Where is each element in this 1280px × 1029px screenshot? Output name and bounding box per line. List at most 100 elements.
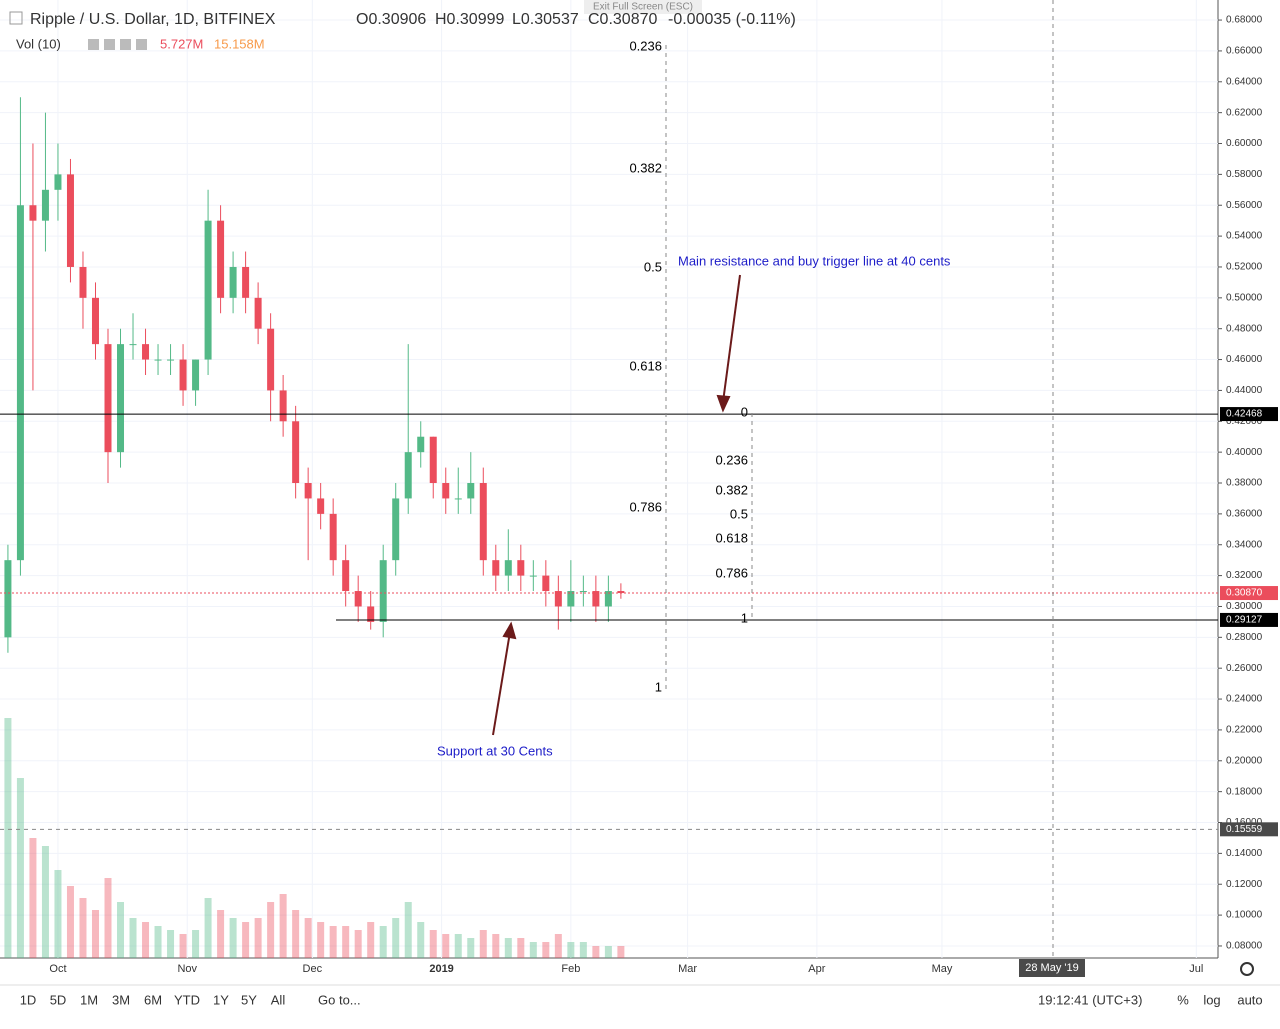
volume-bar: [392, 918, 400, 958]
y-tick-label: 0.14000: [1226, 848, 1263, 859]
candle-body: [379, 560, 387, 622]
x-tick-label: Apr: [808, 963, 825, 975]
range-button[interactable]: 1Y: [213, 992, 229, 1007]
level-label: 0.30870: [1226, 588, 1263, 599]
candle-body: [292, 421, 300, 484]
symbol[interactable]: Ripple / U.S. Dollar, 1D, BITFINEX: [30, 11, 276, 28]
x-tick-label: Nov: [177, 963, 197, 975]
volume-bar: [529, 942, 537, 958]
y-tick-label: 0.40000: [1226, 447, 1263, 458]
level-label-bg: [1220, 407, 1278, 422]
goto-button[interactable]: Go to...: [318, 992, 361, 1007]
range-button[interactable]: 1D: [20, 992, 37, 1007]
log-toggle[interactable]: log: [1203, 992, 1220, 1007]
candle-body: [342, 560, 350, 592]
grid: 0.080000.100000.120000.140000.160000.180…: [0, 0, 1263, 975]
volume-bar: [579, 942, 587, 958]
candle-body: [229, 266, 237, 298]
volume-bar: [242, 922, 250, 958]
y-tick-label: 0.60000: [1226, 138, 1263, 149]
fib-label: 0.382: [629, 160, 662, 175]
candle-body: [267, 328, 275, 391]
volume-bar: [404, 902, 412, 958]
range-button[interactable]: 5D: [50, 992, 67, 1007]
volume-bar: [29, 838, 37, 958]
exit-button-bg[interactable]: [584, 0, 702, 14]
candle-body: [154, 359, 162, 361]
volume-bar: [217, 910, 225, 958]
ohlc-low: L0.30537: [512, 11, 579, 28]
settings-icon[interactable]: [1240, 962, 1254, 976]
y-tick-label: 0.36000: [1226, 509, 1263, 520]
x-tick-label: Dec: [303, 963, 323, 975]
candle-body: [179, 359, 187, 391]
vol-label[interactable]: Vol (10): [16, 36, 61, 51]
exit-button[interactable]: Exit Full Screen (ESC): [593, 2, 693, 13]
candle-body: [392, 498, 400, 561]
fib-label: 1: [655, 679, 662, 694]
level-label-bg: [1220, 612, 1278, 627]
x-tick-label: Oct: [49, 963, 66, 975]
range-button[interactable]: 5Y: [241, 992, 257, 1007]
volume-bar: [442, 934, 450, 958]
candle-body: [129, 344, 137, 346]
volume: [4, 718, 625, 958]
candle-body: [417, 436, 425, 453]
ohlc-close: C0.30870: [588, 11, 657, 28]
range-button[interactable]: 1M: [80, 992, 98, 1007]
x-tick-label: Feb: [561, 963, 580, 975]
candle-body: [317, 498, 325, 514]
candle-body: [467, 483, 475, 499]
volume-bar: [104, 878, 112, 958]
volume-bar: [279, 894, 287, 958]
candle-body: [442, 483, 450, 499]
volume-bar: [91, 910, 99, 958]
volume-bar: [267, 902, 275, 958]
fib-label: 0.618: [629, 358, 662, 373]
volume-bar: [4, 718, 12, 958]
y-tick-label: 0.58000: [1226, 169, 1263, 180]
candle-body: [454, 498, 462, 500]
y-tick-label: 0.24000: [1226, 694, 1263, 705]
candle-body: [592, 591, 600, 607]
range-button[interactable]: YTD: [174, 992, 200, 1007]
candle-body: [604, 591, 612, 607]
collapse-icon[interactable]: [9, 11, 23, 25]
volume-bar: [229, 918, 237, 958]
vol-ma: 15.158M: [214, 36, 265, 51]
candle-body: [542, 575, 550, 592]
volume-bar: [117, 902, 125, 958]
range-button[interactable]: 6M: [144, 992, 162, 1007]
candle-body: [567, 591, 575, 607]
candle-body: [354, 591, 362, 607]
candle-body: [304, 483, 312, 499]
volume-bar: [542, 942, 550, 958]
y-tick-label: 0.54000: [1226, 231, 1263, 242]
volume-bar: [41, 846, 49, 958]
volume-bar: [504, 938, 512, 958]
x-tick-label: May: [932, 963, 953, 975]
volume-bar: [192, 930, 200, 958]
volume-bar: [429, 930, 437, 958]
volume-bar: [129, 918, 137, 958]
volume-bar: [554, 934, 562, 958]
fib-label: 0.786: [715, 565, 748, 580]
candle-body: [554, 591, 562, 607]
y-tick-label: 0.42000: [1226, 416, 1263, 427]
y-tick-label: 0.18000: [1226, 786, 1263, 797]
auto-toggle[interactable]: auto: [1237, 992, 1262, 1007]
volume-bar: [479, 930, 487, 958]
y-tick-label: 0.20000: [1226, 755, 1263, 766]
level-label-bg: [1220, 822, 1278, 837]
candle-body: [204, 220, 212, 360]
y-tick-label: 0.66000: [1226, 46, 1263, 57]
range-button[interactable]: All: [271, 992, 286, 1007]
clock: 19:12:41 (UTC+3): [1038, 992, 1142, 1007]
range-button[interactable]: 3M: [112, 992, 130, 1007]
y-tick-label: 0.34000: [1226, 539, 1263, 550]
annotation: Support at 30 Cents: [437, 743, 553, 758]
percent-toggle[interactable]: %: [1177, 992, 1189, 1007]
volume-bar: [417, 922, 425, 958]
fib-label: 0.5: [730, 506, 748, 521]
